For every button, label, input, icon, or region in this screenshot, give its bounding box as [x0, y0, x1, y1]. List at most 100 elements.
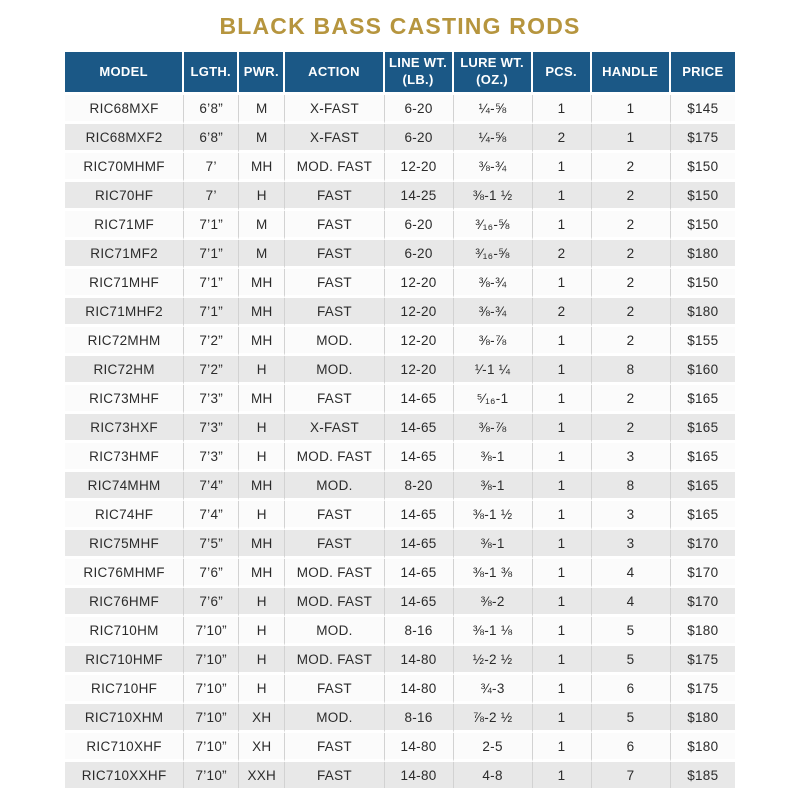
column-header-model: MODEL [65, 52, 185, 95]
cell-price: $175 [670, 675, 735, 704]
cell-price: $165 [670, 443, 735, 472]
cell-power: XH [239, 733, 286, 762]
cell-model: RIC72MHM [65, 327, 185, 356]
cell-length: 7’4” [184, 501, 240, 530]
cell-length: 7’6” [184, 559, 240, 588]
cell-model: RIC71MF2 [65, 240, 185, 269]
cell-pcs: 1 [532, 472, 592, 501]
cell-action: MOD. FAST [285, 443, 385, 472]
cell-power: H [239, 501, 286, 530]
cell-action: X-FAST [285, 414, 385, 443]
cell-length: 7’ [184, 182, 240, 211]
cell-lure-wt: ⅞-2 ½ [453, 704, 533, 733]
cell-length: 7’10” [184, 704, 240, 733]
cell-model: RIC68MXF [65, 95, 185, 124]
cell-pcs: 1 [532, 646, 592, 675]
cell-action: FAST [285, 733, 385, 762]
cell-line-wt: 14-65 [384, 414, 454, 443]
cell-action: FAST [285, 298, 385, 327]
table-row: RIC74MHM 7’4” MH MOD. 8-20 ⅜-1 1 8 $165 [65, 472, 735, 501]
cell-price: $170 [670, 559, 735, 588]
cell-action: MOD. [285, 356, 385, 385]
cell-action: MOD. [285, 704, 385, 733]
cell-line-wt: 8-20 [384, 472, 454, 501]
cell-action: FAST [285, 530, 385, 559]
cell-action: MOD. [285, 472, 385, 501]
cell-power: M [239, 240, 286, 269]
table-row: RIC76HMF 7’6” H MOD. FAST 14-65 ⅜-2 1 4 $170 [65, 588, 735, 617]
cell-pcs: 1 [532, 269, 592, 298]
table-header: MODEL LGTH. PWR. ACTION LINE WT. (LB.) LURE W… [65, 52, 735, 95]
cell-handle: 4 [591, 588, 671, 617]
cell-model: RIC71MHF [65, 269, 185, 298]
table-row: RIC76MHMF 7’6” MH MOD. FAST 14-65 ⅜-1 ⅜ 1 4 $170 [65, 559, 735, 588]
cell-line-wt: 6-20 [384, 240, 454, 269]
cell-power: MH [239, 269, 286, 298]
cell-length: 7’1” [184, 211, 240, 240]
cell-model: RIC75MHF [65, 530, 185, 559]
cell-price: $180 [670, 704, 735, 733]
cell-action: FAST [285, 675, 385, 704]
cell-power: MH [239, 298, 286, 327]
cell-lure-wt: ³⁄₁₆-⅝ [453, 211, 533, 240]
cell-pcs: 1 [532, 211, 592, 240]
cell-line-wt: 14-65 [384, 501, 454, 530]
column-header-line-wt: LINE WT. (LB.) [384, 52, 454, 95]
cell-line-wt: 14-80 [384, 675, 454, 704]
cell-model: RIC71MHF2 [65, 298, 185, 327]
cell-power: XH [239, 704, 286, 733]
cell-pcs: 2 [532, 124, 592, 153]
cell-action: MOD. [285, 617, 385, 646]
cell-model: RIC73MHF [65, 385, 185, 414]
cell-price: $180 [670, 240, 735, 269]
cell-model: RIC76MHMF [65, 559, 185, 588]
cell-price: $165 [670, 385, 735, 414]
cell-handle: 1 [591, 95, 671, 124]
cell-pcs: 1 [532, 182, 592, 211]
cell-line-wt: 12-20 [384, 153, 454, 182]
cell-line-wt: 8-16 [384, 617, 454, 646]
cell-pcs: 1 [532, 559, 592, 588]
column-header-pcs: PCS. [532, 52, 592, 95]
cell-power: H [239, 443, 286, 472]
cell-price: $155 [670, 327, 735, 356]
cell-pcs: 1 [532, 733, 592, 762]
cell-length: 7’3” [184, 414, 240, 443]
cell-action: MOD. FAST [285, 153, 385, 182]
cell-lure-wt: ½-2 ½ [453, 646, 533, 675]
cell-handle: 2 [591, 385, 671, 414]
cell-handle: 1 [591, 124, 671, 153]
table-row: RIC710XHF 7’10” XH FAST 14-80 2-5 1 6 $180 [65, 733, 735, 762]
cell-length: 7’6” [184, 588, 240, 617]
cell-length: 7’ [184, 153, 240, 182]
cell-price: $180 [670, 733, 735, 762]
table-row: RIC68MXF2 6’8” M X-FAST 6-20 ¼-⅝ 2 1 $175 [65, 124, 735, 153]
cell-model: RIC710HM [65, 617, 185, 646]
cell-price: $150 [670, 182, 735, 211]
cell-lure-wt: ⅜-1 [453, 443, 533, 472]
cell-pcs: 1 [532, 443, 592, 472]
table-row: RIC70HF 7’ H FAST 14-25 ⅜-1 ½ 1 2 $150 [65, 182, 735, 211]
table-row: RIC710HM 7’10” H MOD. 8-16 ⅜-1 ⅛ 1 5 $180 [65, 617, 735, 646]
cell-length: 7’4” [184, 472, 240, 501]
cell-power: MH [239, 530, 286, 559]
cell-price: $145 [670, 95, 735, 124]
cell-price: $185 [687, 767, 719, 783]
cell-handle: 2 [591, 153, 671, 182]
cell-lure-wt: ⅜-2 [453, 588, 533, 617]
cell-model: RIC710HF [65, 675, 185, 704]
cell-pcs: 1 [532, 704, 592, 733]
cell-action: FAST [285, 211, 385, 240]
cell-lure-wt: ¾-3 [453, 675, 533, 704]
cell-lure-wt: ⅜-1 [453, 530, 533, 559]
cell-power: H [239, 617, 286, 646]
cell-price: $175 [670, 124, 735, 153]
cell-power: M [239, 95, 286, 124]
cell-line-wt: 14-80 [385, 762, 454, 788]
cell-line-wt: 6-20 [384, 95, 454, 124]
cell-action: MOD. FAST [285, 559, 385, 588]
table-row: RIC72MHM 7’2” MH MOD. 12-20 ⅜-⅞ 1 2 $155 [65, 327, 735, 356]
cell-model: RIC72HM [65, 356, 185, 385]
cell-handle: 2 [591, 182, 671, 211]
